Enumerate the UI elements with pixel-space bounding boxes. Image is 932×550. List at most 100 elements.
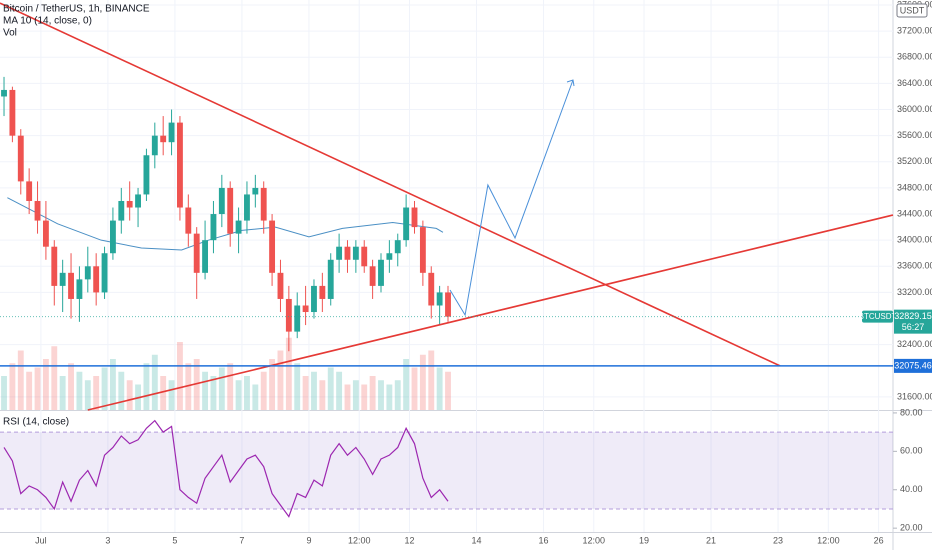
candle-body (378, 259, 384, 286)
volume-bar (42, 359, 49, 410)
volume-bar (143, 363, 150, 410)
y-tick-label: 34000.00 (897, 235, 932, 245)
candle-body (1, 89, 7, 97)
volume-bar (59, 376, 66, 410)
volume-bar (34, 367, 41, 410)
last-price-label: 32829.15 (894, 311, 932, 321)
x-tick-label: 12:00 (348, 535, 371, 545)
volume-bar (394, 380, 401, 410)
volume-bar (260, 371, 267, 410)
candle-body (235, 220, 242, 234)
x-tick-label: 7 (239, 535, 244, 545)
y-tick-label: 36000.00 (897, 104, 932, 114)
y-tick-label: 32400.00 (897, 339, 932, 349)
currency: USDT (900, 5, 925, 15)
x-tick-label: 26 (874, 535, 884, 545)
volume-label: Vol (3, 28, 17, 39)
volume-bar (218, 367, 225, 410)
x-tick-label: 19 (639, 535, 649, 545)
candle-body (126, 200, 133, 208)
candle-body (344, 246, 351, 260)
volume-bar (101, 367, 108, 410)
volume-bar (202, 371, 209, 410)
x-tick-label: 16 (538, 535, 548, 545)
rsi-tick-label: 40.00 (900, 484, 923, 494)
candle-body (411, 207, 418, 228)
rsi-band (0, 432, 893, 509)
x-tick-label: 9 (306, 535, 311, 545)
candle-body (76, 279, 83, 299)
symbol-label: BTCUSDT (859, 312, 897, 321)
y-tick-label: 36800.00 (897, 52, 932, 62)
candle-body (84, 266, 91, 280)
candle-body (352, 246, 359, 260)
x-tick-label: Jul (35, 535, 47, 545)
volume-bar (235, 380, 242, 410)
volume-bar (361, 384, 368, 410)
volume-bar (177, 342, 183, 410)
volume-bar (93, 376, 100, 410)
candle-body (244, 194, 250, 221)
candle-body (17, 135, 24, 182)
volume-bar (411, 367, 418, 410)
volume-bar (369, 376, 376, 410)
rsi-tick-label: 80.00 (900, 407, 923, 417)
candle-body (227, 187, 234, 234)
candle-body (143, 155, 150, 195)
candle-body (302, 305, 309, 313)
volume-bar (285, 337, 292, 410)
candle-body (193, 233, 200, 273)
candle-body (59, 272, 66, 286)
candle-body (361, 246, 368, 267)
candle-body (277, 272, 284, 299)
volume-bar (210, 376, 217, 410)
volume-bar (327, 367, 334, 410)
volume-bar (311, 371, 317, 410)
y-tick-label: 36400.00 (897, 78, 932, 88)
candle-body (51, 246, 58, 286)
volume-bar (76, 371, 83, 410)
volume-bar (419, 354, 426, 410)
y-tick-label: 33200.00 (897, 287, 932, 297)
volume-bar (336, 371, 343, 410)
candle-body (109, 220, 116, 254)
volume-bar (344, 384, 351, 410)
x-tick-label: 12:00 (583, 535, 606, 545)
candle-body (403, 207, 410, 241)
rsi-tick-label: 60.00 (900, 446, 923, 456)
y-tick-label: 34800.00 (897, 182, 932, 192)
volume-bar (319, 380, 326, 410)
candle-body (151, 135, 158, 156)
volume-bar (302, 376, 309, 410)
y-tick-label: 37200.00 (897, 26, 932, 36)
y-tick-label: 35600.00 (897, 130, 932, 140)
candle-body (319, 285, 326, 299)
y-tick-label: 35200.00 (897, 156, 932, 166)
candle-body (369, 266, 376, 286)
volume-bar (445, 371, 451, 410)
volume-bar (151, 354, 158, 410)
rsi-tick-label: 20.00 (900, 523, 923, 533)
volume-bar (9, 363, 16, 410)
volume-bar (109, 359, 116, 410)
candle-body (394, 240, 401, 254)
chart-title: Bitcoin / TetherUS, 1h, BINANCE (3, 4, 150, 15)
volume-bar (118, 371, 125, 410)
candle-body (118, 200, 125, 221)
candle-body (386, 253, 393, 260)
projection-path (449, 79, 574, 317)
volume-bar (428, 350, 435, 410)
candle-body (419, 227, 426, 273)
volume-bar (51, 346, 58, 410)
volume-bar (185, 363, 192, 410)
candle-body (160, 135, 167, 143)
candle-body (9, 89, 16, 136)
candle-body (101, 253, 108, 293)
candle-body (177, 122, 183, 208)
volume-bar (352, 380, 359, 410)
x-tick-label: 5 (172, 535, 177, 545)
x-tick-label: 14 (471, 535, 481, 545)
